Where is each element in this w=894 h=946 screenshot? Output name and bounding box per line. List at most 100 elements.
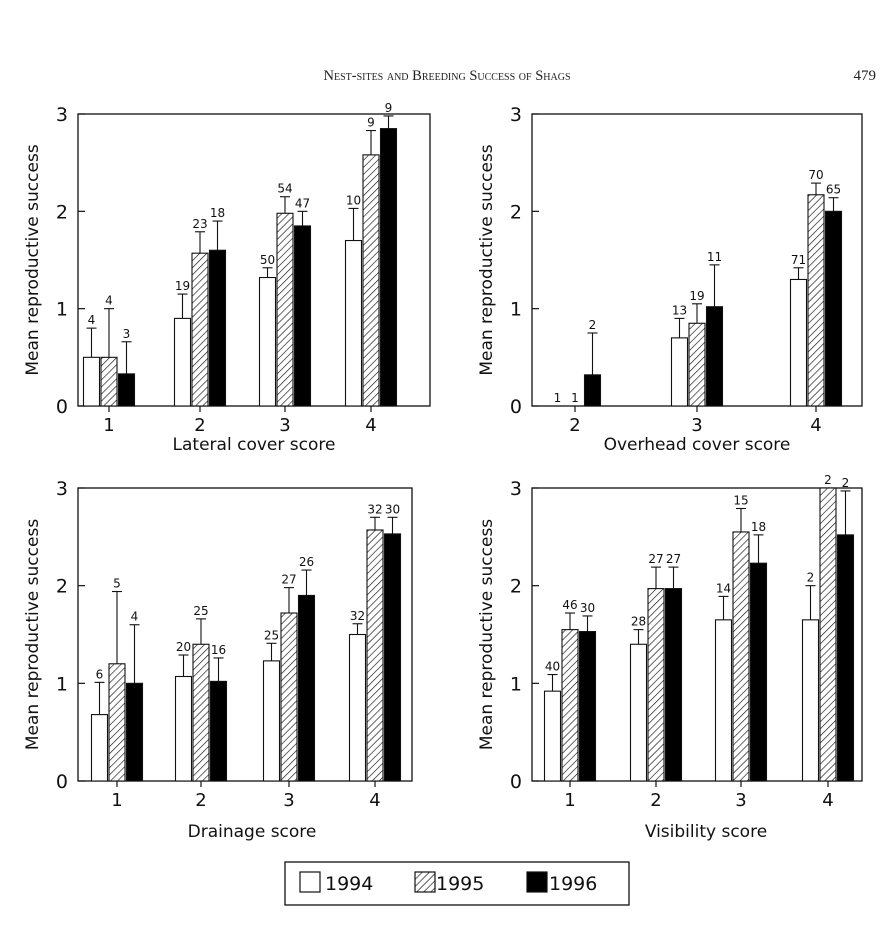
bar-1996-cat-2 bbox=[583, 374, 602, 407]
chart-panel-4: 0 1 2 3 1 2 3 4 Visibility score Mean reproductiv… bbox=[477, 473, 863, 842]
x-tick-label: 4 bbox=[365, 415, 376, 436]
bar-1994-cat-3 bbox=[258, 276, 277, 407]
bar-1995-cat-1 bbox=[561, 629, 579, 782]
sample-size-label: 32 bbox=[367, 502, 382, 516]
sample-size-label: 1 bbox=[571, 391, 579, 405]
y-tick-label: 1 bbox=[56, 299, 68, 321]
x-tick-label: 4 bbox=[369, 790, 380, 811]
bar-1995-cat-2 bbox=[647, 588, 665, 782]
bar-1995-cat-4 bbox=[807, 194, 825, 407]
x-axis-label: Drainage score bbox=[188, 822, 317, 842]
sample-size-label: 50 bbox=[260, 253, 275, 267]
y-tick-label: 0 bbox=[510, 396, 522, 418]
y-tick-label: 3 bbox=[56, 478, 68, 500]
sample-size-label: 2 bbox=[842, 476, 850, 490]
bar-1995-cat-3 bbox=[276, 212, 294, 407]
bar-1996-cat-3 bbox=[749, 562, 768, 782]
y-tick-label: 2 bbox=[56, 576, 68, 598]
bar-1995-cat-4 bbox=[366, 529, 384, 782]
x-tick-label: 3 bbox=[735, 790, 746, 811]
sample-size-label: 6 bbox=[96, 667, 104, 681]
bar-1996-cat-3 bbox=[705, 306, 724, 407]
x-tick-label: 2 bbox=[650, 790, 661, 811]
sample-size-label: 30 bbox=[580, 601, 595, 615]
bar-1994-cat-2 bbox=[174, 675, 193, 782]
x-axis-label: Lateral cover score bbox=[173, 435, 336, 455]
sample-size-label: 2 bbox=[807, 571, 815, 585]
bar-1994-cat-1 bbox=[82, 356, 101, 407]
legend-swatch-1995 bbox=[414, 871, 436, 893]
bar-1995-cat-3 bbox=[732, 531, 750, 782]
bar-1995-cat-3 bbox=[688, 322, 706, 407]
x-tick-label: 1 bbox=[564, 790, 575, 811]
legend-label-1994: 1994 bbox=[325, 873, 373, 895]
bar-1995-cat-3 bbox=[280, 612, 298, 782]
running-title: Nest-sites and Breeding Success of Shags bbox=[323, 68, 570, 84]
x-tick-label: 3 bbox=[283, 790, 294, 811]
sample-size-label: 15 bbox=[733, 494, 748, 508]
bar-1996-cat-1 bbox=[125, 682, 144, 782]
y-tick-label: 3 bbox=[56, 104, 68, 126]
bar-1994-cat-3 bbox=[262, 660, 281, 782]
y-axis-label: Mean reproductive success bbox=[23, 144, 43, 375]
x-tick-label: 4 bbox=[822, 790, 833, 811]
bar-1995-cat-1 bbox=[100, 356, 118, 407]
legend-swatch-1994 bbox=[299, 871, 321, 893]
bar-1995-cat-2 bbox=[191, 252, 209, 407]
bar-1994-cat-2 bbox=[173, 317, 192, 407]
sample-size-label: 26 bbox=[299, 555, 314, 569]
sample-size-label: 40 bbox=[545, 660, 560, 674]
bar-1996-cat-4 bbox=[836, 534, 855, 782]
sample-size-label: 27 bbox=[648, 552, 663, 566]
sample-size-label: 1 bbox=[554, 391, 562, 405]
y-tick-label: 2 bbox=[510, 576, 522, 598]
legend: 1994 1995 1996 bbox=[284, 861, 630, 906]
bar-1994-cat-3 bbox=[714, 619, 733, 782]
y-tick-label: 2 bbox=[510, 201, 522, 223]
bar-1996-cat-4 bbox=[383, 533, 402, 782]
plot-frame bbox=[531, 487, 863, 782]
x-axis-label: Visibility score bbox=[645, 822, 767, 842]
bar-1994-cat-4 bbox=[801, 619, 820, 782]
page-number: 479 bbox=[854, 68, 877, 84]
bar-1994-cat-1 bbox=[543, 690, 562, 782]
x-tick-label: 3 bbox=[279, 415, 290, 436]
sample-size-label: 11 bbox=[707, 250, 722, 264]
bar-1996-cat-3 bbox=[293, 225, 312, 407]
sample-size-label: 28 bbox=[631, 615, 646, 629]
bar-1994-cat-1 bbox=[90, 714, 109, 782]
bar-1996-cat-2 bbox=[208, 249, 227, 407]
legend-label-1996: 1996 bbox=[549, 873, 597, 895]
sample-size-label: 4 bbox=[105, 294, 113, 308]
x-tick-label: 1 bbox=[103, 415, 114, 436]
bar-1996-cat-2 bbox=[209, 680, 228, 782]
x-tick-label: 1 bbox=[111, 790, 122, 811]
sample-size-label: 25 bbox=[264, 628, 279, 642]
sample-size-label: 20 bbox=[176, 640, 191, 654]
y-tick-label: 3 bbox=[510, 104, 522, 126]
sample-size-label: 32 bbox=[350, 609, 365, 623]
y-tick-label: 0 bbox=[56, 396, 68, 418]
y-tick-label: 1 bbox=[510, 673, 522, 695]
x-axis-label: Overhead cover score bbox=[604, 435, 791, 455]
sample-size-label: 4 bbox=[131, 610, 139, 624]
y-tick-label: 0 bbox=[56, 771, 68, 793]
sample-size-label: 2 bbox=[824, 473, 832, 487]
sample-size-label: 46 bbox=[562, 598, 577, 612]
sample-size-label: 13 bbox=[672, 303, 687, 317]
sample-size-label: 30 bbox=[385, 502, 400, 516]
bar-1996-cat-4 bbox=[379, 128, 398, 407]
x-tick-label: 2 bbox=[195, 790, 206, 811]
bar-1996-cat-1 bbox=[117, 373, 136, 407]
sample-size-label: 27 bbox=[666, 552, 681, 566]
y-tick-label: 3 bbox=[510, 478, 522, 500]
legend-box bbox=[284, 861, 630, 906]
sample-size-label: 10 bbox=[346, 193, 361, 207]
sample-size-label: 5 bbox=[113, 577, 121, 591]
bar-1996-cat-3 bbox=[297, 594, 316, 782]
sample-size-label: 14 bbox=[716, 581, 731, 595]
x-tick-label: 4 bbox=[810, 415, 821, 436]
sample-size-label: 47 bbox=[295, 196, 310, 210]
bar-1995-cat-4 bbox=[362, 154, 380, 407]
